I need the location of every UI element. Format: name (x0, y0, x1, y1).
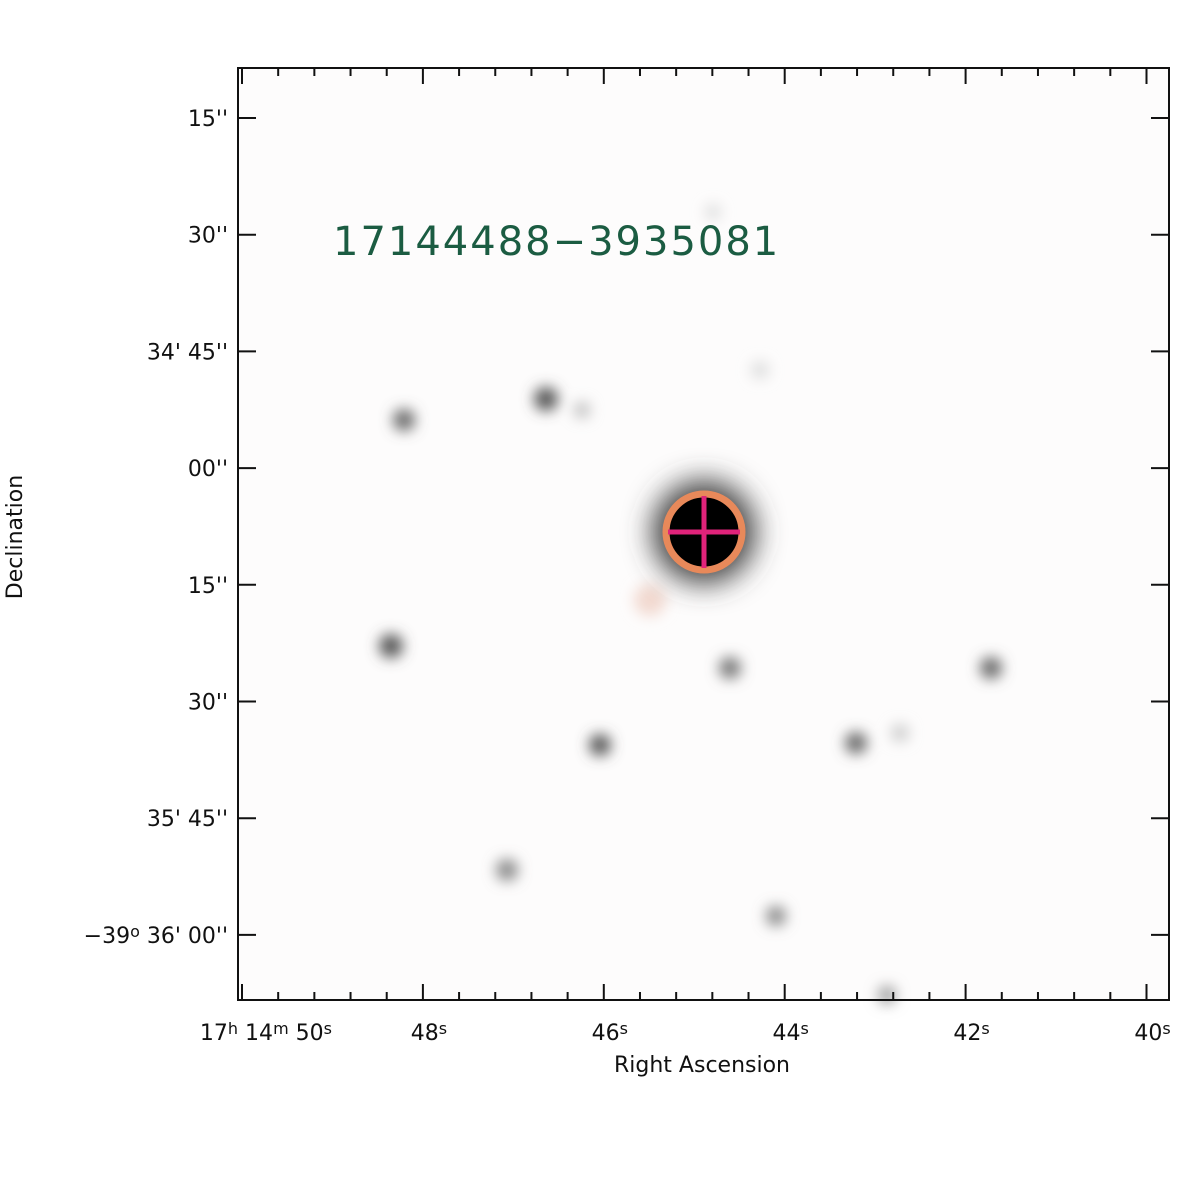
tick-label-part: 15'' (188, 107, 228, 132)
tick-label-part: 30'' (188, 691, 228, 716)
tick-label-part: 50 (289, 1021, 324, 1046)
tick-label-part: 36' 00'' (140, 924, 228, 949)
tick-label-part: 30'' (188, 224, 228, 249)
y-axis-label: Declination (3, 475, 28, 599)
tick-label-part: 34' 45'' (147, 340, 228, 365)
tick-label-superscript: s (620, 1019, 628, 1038)
tick-label-superscript: o (130, 922, 140, 941)
tick-label-part: 35' 45'' (147, 807, 228, 832)
tick-label-part: 44 (773, 1021, 801, 1046)
tick-label: 46s (592, 1019, 628, 1046)
tick-label: 42s (953, 1019, 989, 1046)
tick-label-superscript: s (439, 1019, 447, 1038)
tick-label-superscript: h (228, 1019, 238, 1038)
tick-label-part: 46 (592, 1021, 620, 1046)
tick-label-part: 40 (1134, 1021, 1162, 1046)
tick-label: 15'' (188, 107, 228, 132)
tick-label: 30'' (188, 691, 228, 716)
tick-label-part: 17 (200, 1021, 228, 1046)
tick-label-part: −39 (84, 924, 130, 949)
tick-label-superscript: s (1162, 1019, 1170, 1038)
tick-label: 15'' (188, 574, 228, 599)
tick-label-part: 00'' (188, 457, 228, 482)
tick-label-part: 42 (953, 1021, 981, 1046)
tick-label: 44s (773, 1019, 809, 1046)
tick-label: 35' 45'' (147, 807, 228, 832)
plot-frame (237, 67, 1170, 1001)
tick-label-part: 48 (411, 1021, 439, 1046)
tick-label: 00'' (188, 457, 228, 482)
source-label: 17144488−3935081 (333, 219, 780, 265)
tick-label-superscript: m (273, 1019, 289, 1038)
tick-label-part: 14 (238, 1021, 273, 1046)
tick-label: 48s (411, 1019, 447, 1046)
tick-label-superscript: s (324, 1019, 332, 1038)
tick-label: −39o 36' 00'' (84, 922, 228, 949)
x-axis-label: Right Ascension (614, 1053, 790, 1078)
tick-label-superscript: s (981, 1019, 989, 1038)
tick-label-superscript: s (801, 1019, 809, 1038)
tick-label: 30'' (188, 224, 228, 249)
tick-label: 34' 45'' (147, 340, 228, 365)
tick-label: 40s (1134, 1019, 1170, 1046)
tick-label: 17h 14m 50s (200, 1019, 332, 1046)
tick-label-part: 15'' (188, 574, 228, 599)
